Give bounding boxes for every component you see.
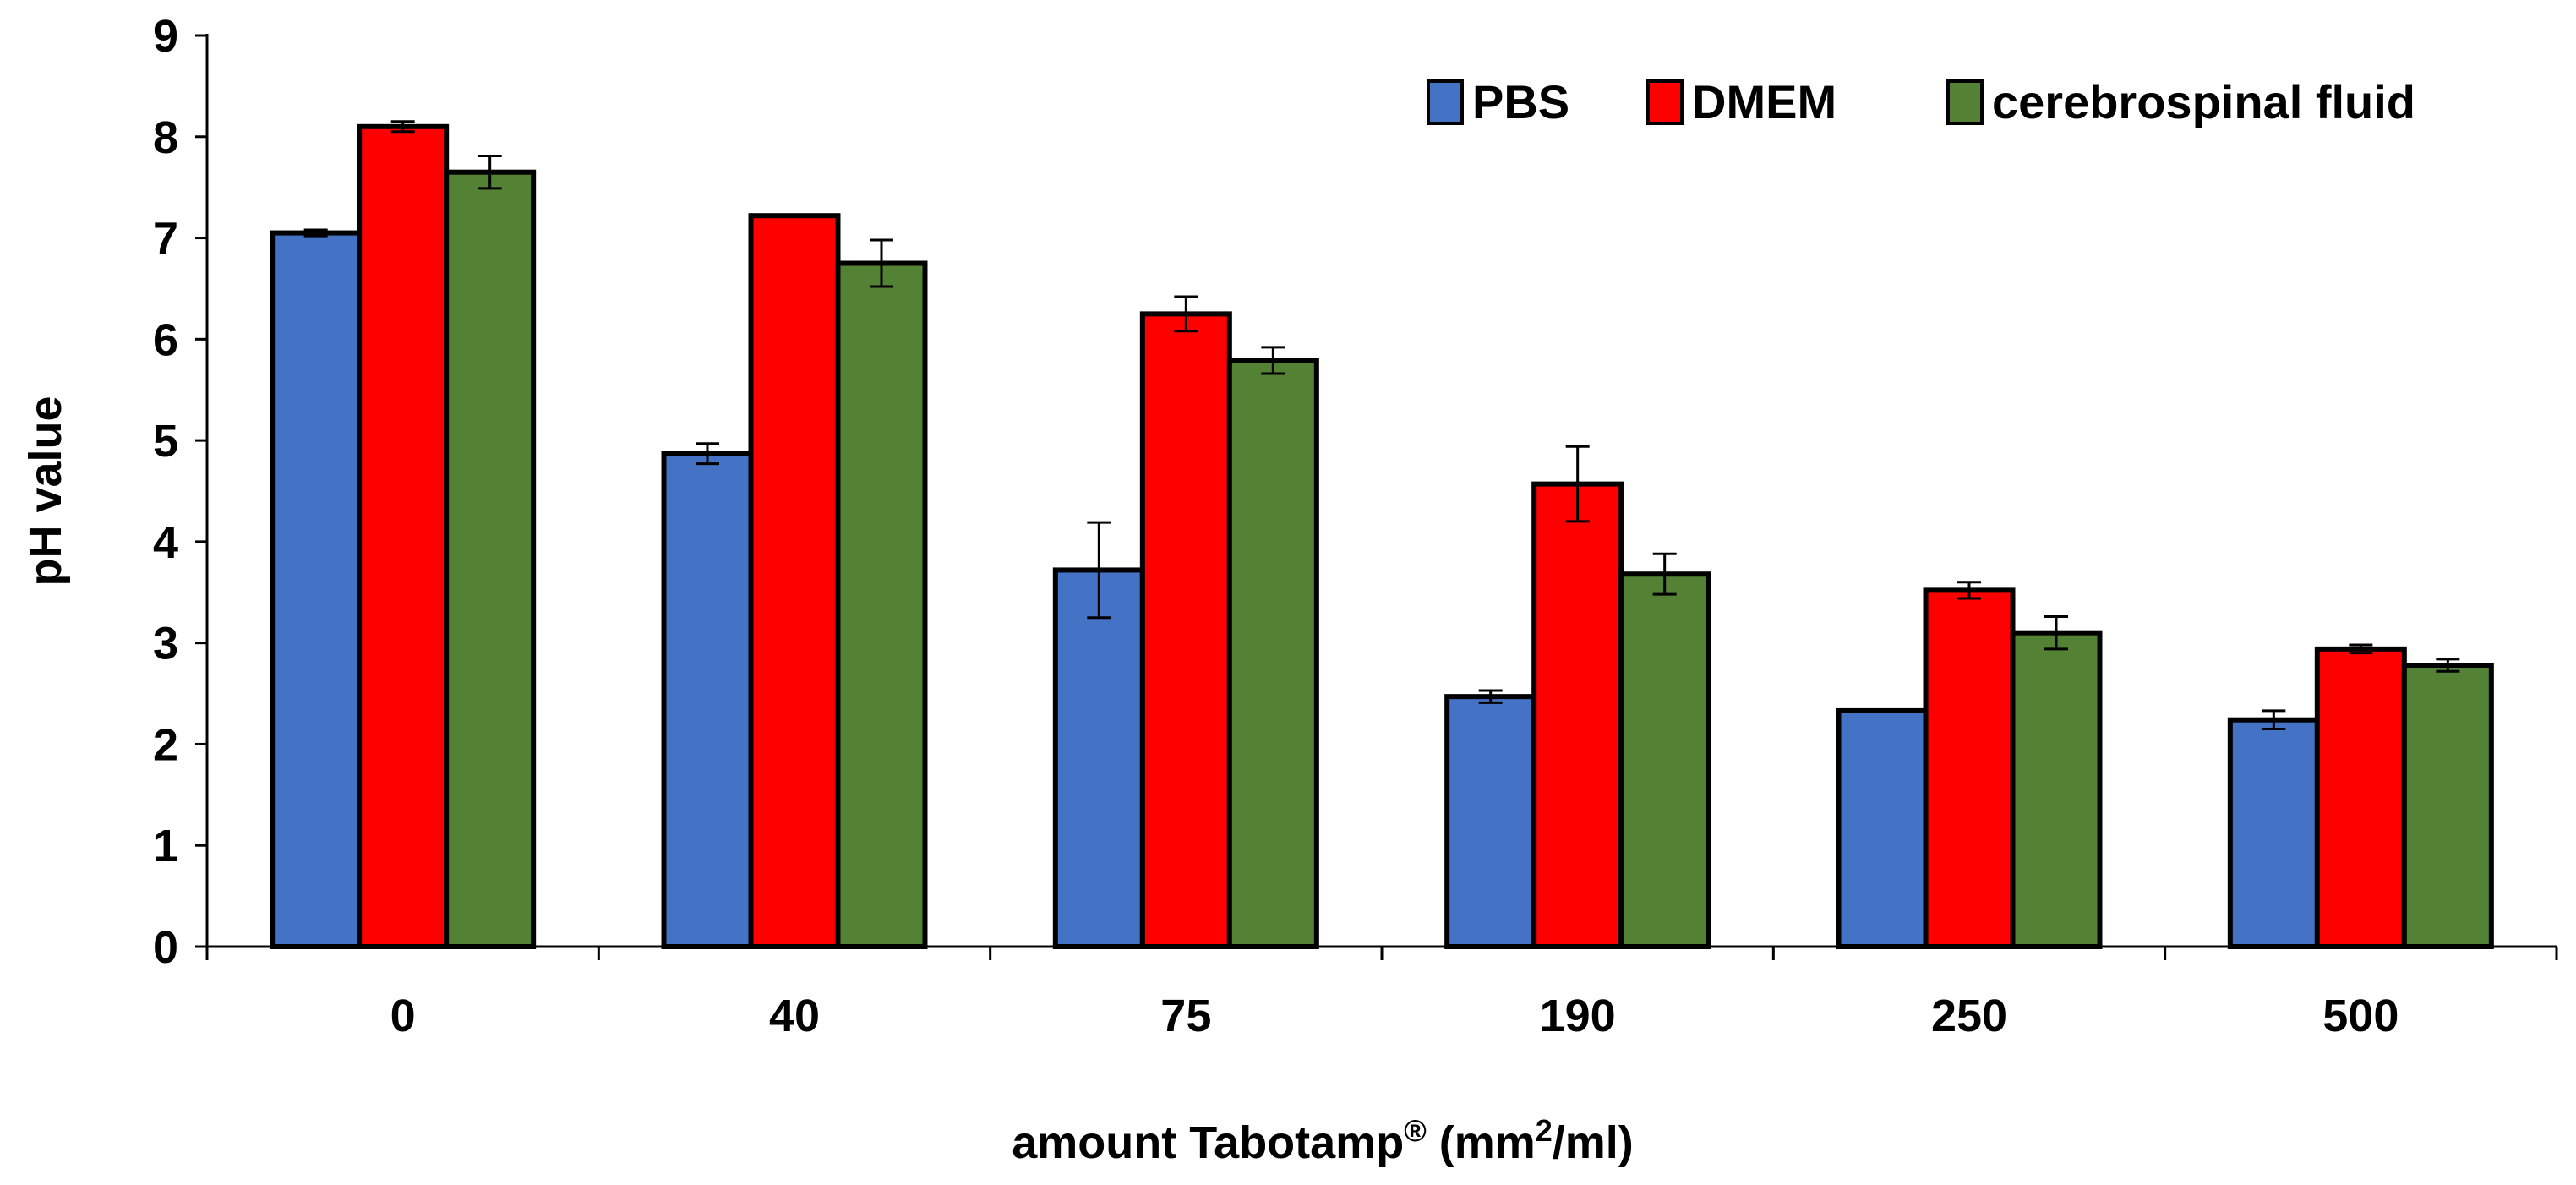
error-bar-cerebrospinal-fluid-75	[1261, 346, 1285, 375]
error-bar-cerebrospinal-fluid-500	[2436, 658, 2460, 673]
legend-item-cerebrospinal-fluid: cerebrospinal fluid	[1946, 75, 2415, 128]
y-tick-label: 0	[153, 922, 178, 973]
error-bar-pbs-190	[1478, 689, 1503, 704]
legend-label: PBS	[1472, 75, 1569, 128]
x-axis-title-part: amount Tabotamp	[1012, 1117, 1404, 1168]
bar-pbs-500	[2227, 717, 2320, 949]
error-bar-cerebrospinal-fluid-0	[478, 155, 502, 190]
bar-dmem-190	[1531, 481, 1624, 949]
bar-cerebrospinal-fluid-40	[835, 260, 928, 949]
y-tick-label: 3	[153, 619, 178, 669]
legend-item-pbs: PBS	[1427, 75, 1569, 128]
bar-pbs-40	[661, 451, 754, 949]
error-bar-dmem-75	[1174, 295, 1198, 333]
x-axis-title-part: /ml)	[1553, 1117, 1634, 1168]
bar-pbs-75	[1052, 567, 1145, 950]
x-axis-title-superscript: ®	[1404, 1113, 1427, 1148]
x-tick-label: 250	[1931, 991, 2007, 1041]
x-axis-title: amount Tabotamp® (mm2/ml)	[1012, 1113, 1634, 1169]
bar-pbs-250	[1836, 707, 1929, 949]
x-tick-label: 40	[769, 991, 820, 1041]
bar-pbs-190	[1444, 694, 1537, 949]
legend-item-dmem: DMEM	[1646, 75, 1836, 128]
y-tick-label: 8	[153, 112, 178, 163]
x-axis-title-superscript: 2	[1536, 1113, 1553, 1148]
bar-dmem-40	[748, 213, 841, 949]
bar-cerebrospinal-fluid-500	[2401, 663, 2494, 949]
bar-pbs-0	[270, 230, 363, 950]
legend-label: DMEM	[1692, 75, 1836, 128]
bar-cerebrospinal-fluid-0	[444, 169, 537, 949]
legend-swatch	[1427, 79, 1464, 125]
bar-cerebrospinal-fluid-250	[2010, 630, 2103, 949]
y-tick-label: 2	[153, 719, 178, 770]
y-tick-label: 5	[153, 416, 178, 467]
y-tick-label: 1	[153, 821, 178, 871]
x-axis-title-part: (mm	[1427, 1117, 1536, 1168]
error-bar-pbs-40	[696, 442, 719, 466]
error-bar-pbs-0	[303, 228, 328, 238]
error-bar-cerebrospinal-fluid-250	[2044, 615, 2068, 651]
x-tick-label: 500	[2322, 991, 2399, 1041]
y-tick-label: 9	[153, 11, 178, 62]
bar-dmem-500	[2314, 646, 2407, 949]
error-bar-pbs-500	[2262, 709, 2286, 730]
legend-swatch	[1946, 79, 1984, 125]
legend-label: cerebrospinal fluid	[1992, 75, 2415, 128]
x-tick-label: 190	[1540, 991, 1616, 1041]
bar-cerebrospinal-fluid-75	[1226, 358, 1319, 949]
error-bar-dmem-190	[1565, 445, 1590, 523]
error-bar-dmem-250	[1957, 581, 1981, 600]
y-tick-label: 7	[153, 214, 178, 265]
y-axis-title: pH value	[20, 396, 71, 586]
error-bar-pbs-75	[1087, 521, 1111, 620]
error-bar-cerebrospinal-fluid-190	[1652, 552, 1677, 596]
y-tick-label: 4	[153, 517, 178, 568]
x-tick-label: 0	[390, 991, 416, 1041]
bar-cerebrospinal-fluid-190	[1618, 571, 1711, 949]
bar-dmem-75	[1139, 311, 1232, 949]
bar-dmem-250	[1923, 587, 2016, 949]
error-bar-dmem-500	[2349, 643, 2373, 655]
error-bar-cerebrospinal-fluid-40	[870, 238, 893, 288]
bar-dmem-0	[357, 123, 450, 950]
x-tick-label: 75	[1160, 991, 1211, 1041]
error-bar-dmem-0	[390, 120, 415, 134]
legend-swatch	[1646, 79, 1684, 125]
y-tick-label: 6	[153, 314, 178, 365]
